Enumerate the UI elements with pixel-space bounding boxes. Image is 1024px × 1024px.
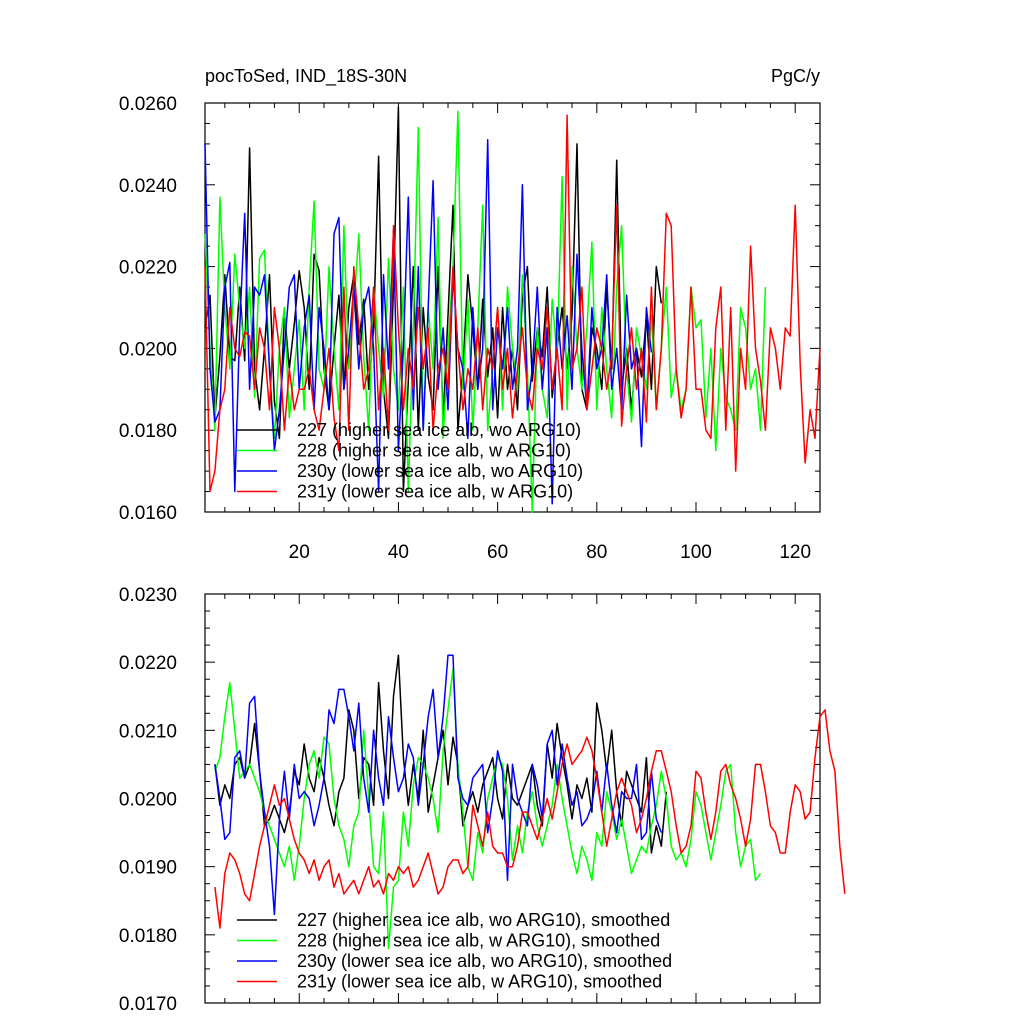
- x-tick-label: 20: [289, 542, 310, 563]
- y-tick-label: 0.0170: [119, 994, 177, 1015]
- legend-label-0: 227 (higher sea ice alb, wo ARG10): [297, 420, 581, 440]
- series-line-0: [214, 654, 668, 854]
- legend-label-3: 231y (lower sea ice alb, w ARG10): [297, 482, 573, 502]
- y-tick-label: 0.0220: [119, 653, 177, 674]
- series-line-3: [204, 114, 821, 493]
- y-tick-label: 0.0180: [119, 421, 177, 442]
- legend-label-1: 228 (higher sea ice alb, w ARG10), smoot…: [297, 931, 660, 951]
- series-line-3: [214, 709, 846, 929]
- legend-label-2: 230y (lower sea ice alb, wo ARG10), smoo…: [297, 951, 672, 971]
- legend-label-0: 227 (higher sea ice alb, wo ARG10), smoo…: [297, 910, 670, 930]
- series-line-2: [214, 654, 663, 916]
- x-tick-label: 60: [487, 542, 508, 563]
- y-tick-label: 0.0200: [119, 339, 177, 360]
- y-tick-label: 0.0220: [119, 258, 177, 279]
- y-tick-label: 0.0190: [119, 858, 177, 879]
- y-tick-label: 0.0230: [119, 585, 177, 606]
- x-tick-label: 100: [680, 542, 712, 563]
- x-tick-label: 80: [586, 542, 607, 563]
- top-panel-title-left: pocToSed, IND_18S-30N: [205, 66, 407, 87]
- y-tick-label: 0.0210: [119, 721, 177, 742]
- y-tick-label: 0.0180: [119, 926, 177, 947]
- legend-label-3: 231y (lower sea ice alb, w ARG10), smoot…: [297, 972, 662, 992]
- y-tick-label: 0.0160: [119, 503, 177, 524]
- series-line-1: [214, 668, 762, 950]
- y-tick-label: 0.0260: [119, 94, 177, 115]
- legend-label-1: 228 (higher sea ice alb, w ARG10): [297, 441, 571, 461]
- top-panel-title-right: PgC/y: [771, 66, 820, 86]
- x-tick-label: 40: [388, 542, 409, 563]
- series-line-1: [204, 110, 767, 513]
- series-line-2: [204, 139, 653, 505]
- legend-label-2: 230y (lower sea ice alb, wo ARG10): [297, 461, 583, 481]
- top-panel: pocToSed, IND_18S-30N PgC/y 20 40 60 80 100 1…: [119, 66, 821, 563]
- y-tick-label: 0.0200: [119, 790, 177, 811]
- x-tick-label: 120: [779, 542, 811, 563]
- y-tick-label: 0.0240: [119, 176, 177, 197]
- bottom-panel: 0.0170 0.0180 0.0190 0.0200 0.0210 0.0220 0.02…: [119, 585, 846, 1015]
